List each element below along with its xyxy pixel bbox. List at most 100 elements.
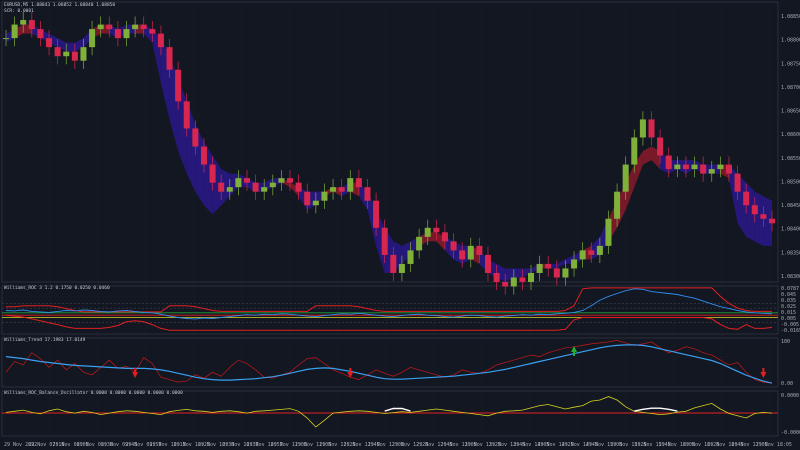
roc-red-upper-line (6, 287, 772, 313)
time-tick-label: 29 Nov 2022 (4, 442, 37, 448)
candle-body (80, 47, 87, 61)
time-tick-label: 29 Nov 10:57 (247, 442, 283, 448)
candle-body (312, 200, 319, 206)
time-tick-label: 29 Nov 11:05 (271, 442, 307, 448)
candle-body (364, 187, 371, 201)
cloud-segment (505, 268, 514, 282)
buy-arrow-icon (571, 346, 578, 356)
candle-body (243, 178, 251, 183)
candle-body (209, 164, 216, 183)
pane-frame (1, 337, 779, 388)
candle-body (11, 24, 18, 39)
candle-body (226, 187, 233, 192)
candle-body (278, 178, 285, 183)
candle-body (579, 250, 586, 260)
time-tick-label: 29 Nov 12:25 (392, 442, 428, 448)
candle-body (373, 200, 380, 228)
symbol-info: EURUSD,M5 1.08843 1.08852 1.08840 1.0885… (4, 2, 115, 8)
candle-body (192, 128, 199, 147)
trend-tick-label: 0.00 (781, 381, 793, 387)
roc-tick-label: 0.025 (781, 304, 796, 310)
balance-oscillator-pane[interactable] (2, 396, 778, 428)
time-tick-label: 29 Nov 16:45 (707, 442, 743, 448)
candle-body (476, 245, 483, 255)
candle-body (407, 250, 414, 264)
time-tick-label: 29 Nov 16:25 (683, 442, 719, 448)
candle-body (28, 20, 35, 30)
cloud-segment (290, 182, 299, 197)
price-tick-label: 1.08350 (781, 250, 800, 256)
time-tick-label: 29 Nov 13:05 (441, 442, 477, 448)
time-tick-label: 29 Nov 10:37 (222, 442, 258, 448)
candle-body (553, 268, 560, 278)
candle-body (149, 29, 156, 34)
candle-body (743, 191, 750, 206)
cloud-segment (677, 160, 686, 174)
candle-body (252, 182, 259, 192)
candle-body (717, 164, 724, 170)
pane-frame (1, 1, 779, 283)
candle-body (295, 182, 302, 192)
time-tick-label: 29 Nov 10:30 (198, 442, 234, 448)
candle-body (304, 191, 311, 206)
time-tick-label: 29 Nov 11:25 (319, 442, 355, 448)
time-tick-label: 29 Nov 11:45 (344, 442, 380, 448)
price-tick-label: 1.08400 (781, 227, 800, 233)
time-tick-label: 29 Nov 07:10 (28, 442, 64, 448)
price-tick-label: 1.08600 (781, 132, 800, 138)
candle-body (450, 241, 457, 251)
cloud-segment (358, 182, 368, 210)
candle-body (71, 51, 78, 61)
candle-body (588, 250, 595, 255)
cloud-segment (642, 146, 652, 165)
candle-body (622, 164, 629, 192)
cloud-segment (634, 151, 643, 188)
candle-body (527, 272, 535, 282)
time-tick-label: 29 Nov 15:45 (635, 442, 671, 448)
roc-tick-label: 0.035 (781, 298, 796, 304)
time-tick-label: 29 Nov 16:05 (659, 442, 695, 448)
candle-body (424, 227, 431, 237)
candle-body (261, 187, 268, 192)
roc-red-lower-line (5, 314, 773, 331)
candle-body (682, 164, 689, 170)
time-tick-label: 29 Nov 14:05 (513, 442, 549, 448)
cloud-segment (221, 169, 230, 206)
trend-pane[interactable] (5, 340, 773, 384)
roc-blue-line (5, 288, 773, 320)
roc-tick-label: -0.0165 (781, 328, 800, 334)
balance-white-segment (634, 407, 678, 412)
candle-body (89, 29, 96, 48)
candle-body (441, 232, 448, 242)
price-pane[interactable] (2, 11, 776, 295)
candle-body (355, 178, 362, 188)
time-tick-label: 29 Nov 13:45 (489, 442, 525, 448)
roc-tick-label: 0.0787 (781, 286, 799, 292)
pane-frame (1, 285, 779, 335)
price-tick-label: 1.08650 (781, 109, 800, 115)
cloud-segment (401, 241, 411, 264)
candle-body (536, 263, 543, 273)
candle-body (2, 38, 10, 40)
candle-body (46, 38, 53, 48)
price-tick-label: 1.08700 (781, 85, 800, 91)
candle-body (140, 24, 147, 30)
cloud-segment (763, 196, 772, 246)
time-tick-label: 29 Nov 12:05 (368, 442, 404, 448)
price-tick-label: 1.08450 (781, 203, 800, 209)
balance-tick-label: 0.0000 (781, 393, 799, 399)
time-tick-label: 29 Nov 17:05 (732, 442, 768, 448)
roc-pane[interactable] (2, 287, 778, 331)
candle-body (459, 250, 466, 260)
sell-arrow-icon (132, 368, 139, 378)
candle-body (519, 277, 526, 282)
candle-body (700, 164, 707, 174)
cloud-segment (625, 164, 635, 210)
candle-body (631, 137, 638, 165)
trend-tick-label: 100 (781, 339, 790, 345)
candle-body (287, 178, 294, 183)
cloud-segment (367, 191, 377, 246)
candle-body (691, 164, 698, 170)
trend-pane-title: Williams_Trend 17.1983 17.0149 (4, 337, 86, 343)
